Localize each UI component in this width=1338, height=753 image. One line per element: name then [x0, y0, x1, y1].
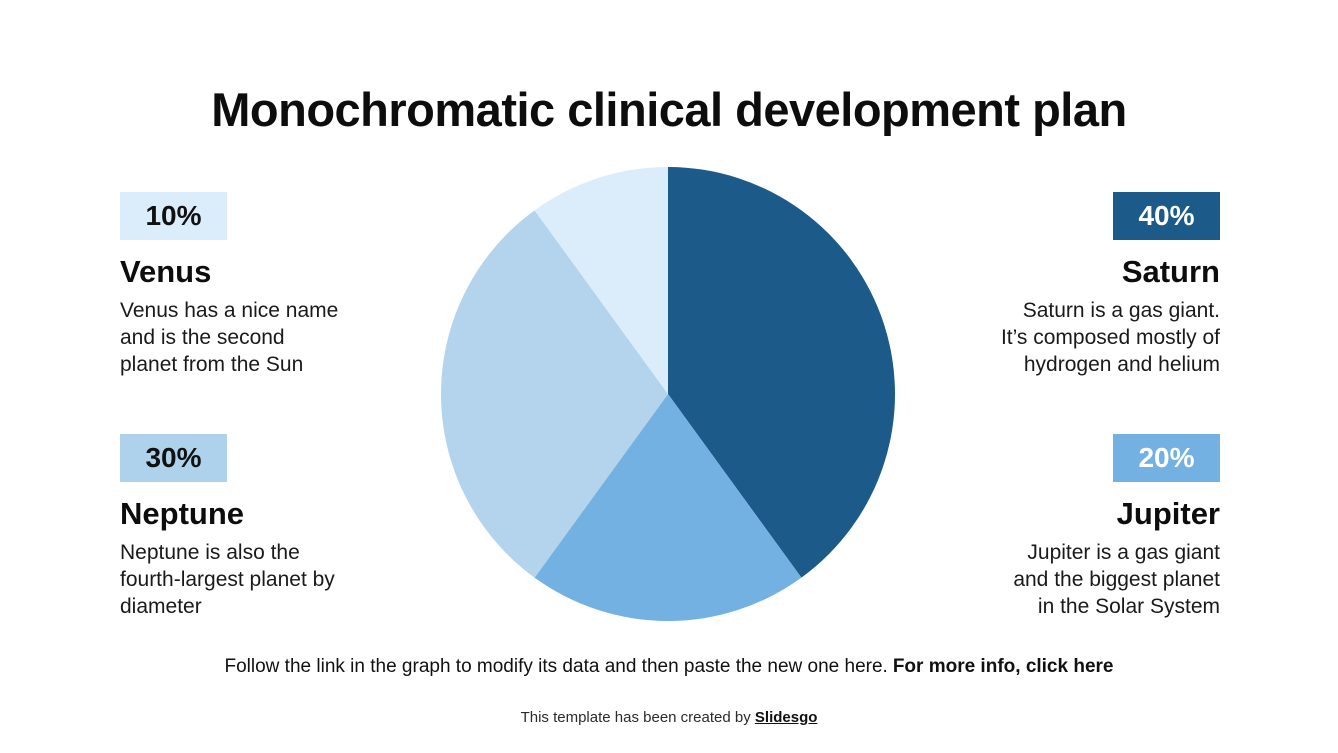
jupiter-card: 20% Jupiter Jupiter is a gas giant and t… [915, 434, 1220, 620]
jupiter-title: Jupiter [1116, 496, 1220, 531]
saturn-percentage-badge: 40% [1113, 192, 1220, 240]
pie-slice-jupiter [534, 394, 802, 621]
page-title: Monochromatic clinical development plan [211, 83, 1127, 136]
neptune-title: Neptune [120, 496, 244, 531]
pie-chart[interactable] [441, 167, 895, 621]
neptune-percentage-badge: 30% [120, 434, 227, 482]
pie-slice-saturn [668, 167, 895, 578]
credit-note: This template has been created by Slides… [0, 709, 1338, 726]
more-info-link[interactable]: For more info, click here [892, 656, 1114, 677]
jupiter-percentage-badge: 20% [1113, 434, 1220, 482]
pie-chart-container [441, 167, 895, 621]
neptune-description: Neptune is also the fourth-largest plane… [120, 541, 335, 618]
pie-slice-neptune [441, 210, 668, 578]
pie-slice-venus [534, 167, 668, 394]
venus-description: Venus has a nice name and is the second … [120, 299, 339, 376]
footer-note: Follow the link in the graph to modify i… [0, 656, 1338, 678]
neptune-card: 30% Neptune Neptune is also the fourth-l… [120, 434, 425, 620]
slidesgo-link[interactable]: Slidesgo [754, 709, 818, 726]
venus-percentage-badge: 10% [120, 192, 227, 240]
jupiter-description: Jupiter is a gas giant and the biggest p… [1013, 541, 1220, 618]
credit-text: This template has been created by [520, 709, 755, 726]
saturn-description: Saturn is a gas giant. It’s composed mos… [1000, 299, 1220, 376]
venus-title: Venus [120, 254, 212, 289]
saturn-card: 40% Saturn Saturn is a gas giant. It’s c… [915, 192, 1220, 378]
footer-note-text: Follow the link in the graph to modify i… [224, 656, 888, 677]
venus-card: 10% Venus Venus has a nice name and is t… [120, 192, 425, 378]
saturn-title: Saturn [1121, 254, 1220, 289]
